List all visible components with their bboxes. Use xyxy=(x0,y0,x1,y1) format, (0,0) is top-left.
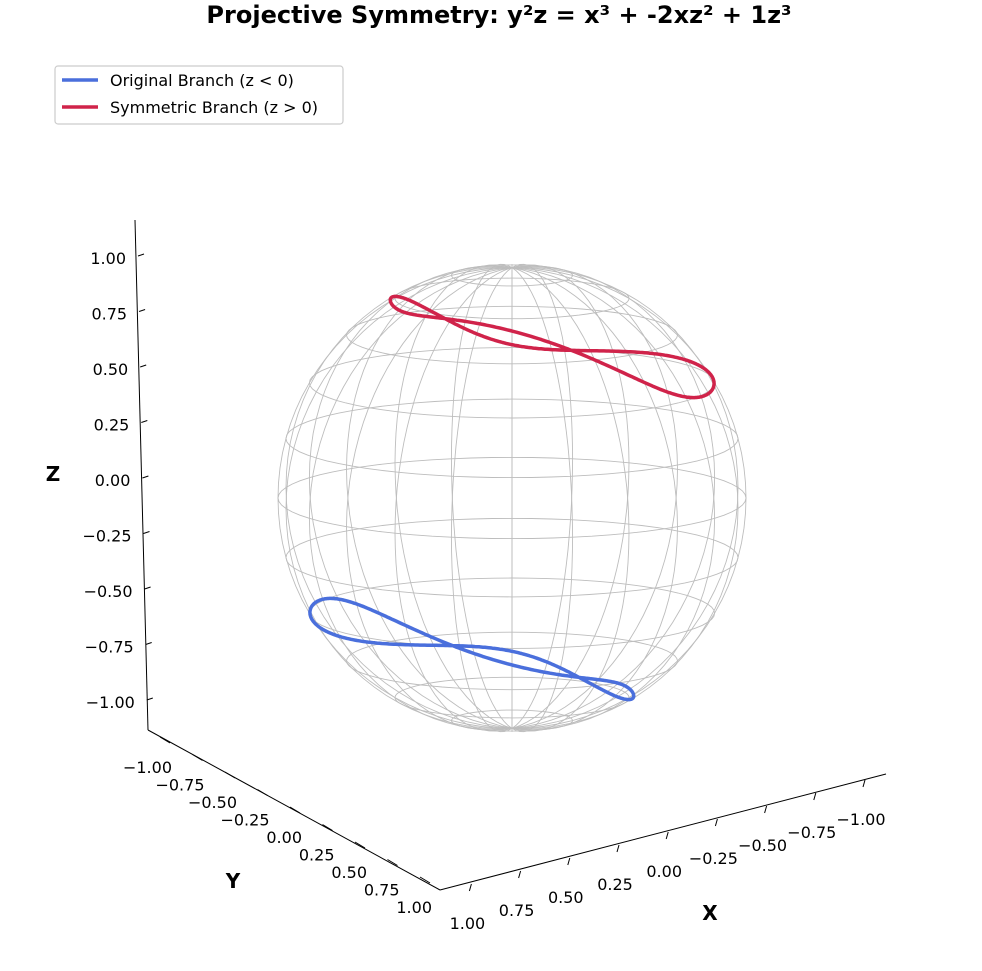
sphere-meridian-line xyxy=(346,267,513,731)
z-axis-tick-label: −1.00 xyxy=(86,693,135,712)
z-axis-tick-label: 1.00 xyxy=(90,249,126,268)
x-axis-tick-mark xyxy=(518,870,522,879)
z-axis-label: Z xyxy=(46,462,61,486)
x-axis-tick-mark xyxy=(567,857,571,866)
z-axis-tick-label: −0.25 xyxy=(82,527,131,546)
y-axis-tick-label: 0.00 xyxy=(266,828,302,847)
z-axis-tick-mark xyxy=(142,475,149,479)
y-axis-label: Y xyxy=(225,869,241,893)
x-axis-tick-label: 1.00 xyxy=(450,914,486,933)
y-axis-tick-mark xyxy=(322,824,333,831)
sphere-meridian-line xyxy=(285,267,513,730)
z-axis-tick-mark xyxy=(140,364,147,368)
x-axis-tick-mark xyxy=(764,805,768,814)
legend-label-symmetric: Symmetric Branch (z > 0) xyxy=(110,98,318,117)
x-axis-tick-label: −1.00 xyxy=(836,810,885,829)
legend: Original Branch (z < 0) Symmetric Branch… xyxy=(54,65,344,125)
sphere-meridian-line xyxy=(450,263,513,729)
sphere-meridian-line xyxy=(308,267,513,730)
x-axis-tick-label: −0.50 xyxy=(738,836,787,855)
x-axis-tick-mark xyxy=(813,792,817,801)
chart-title: Projective Symmetry: y²z = x³ + -2xz² + … xyxy=(206,1,791,29)
y-axis-tick-label: −1.00 xyxy=(123,758,172,777)
z-axis-tick-mark xyxy=(145,642,152,645)
y-axis-tick-label: 1.00 xyxy=(396,898,432,917)
x-axis-tick-label: 0.25 xyxy=(597,875,633,894)
y-axis-tick-label: −0.25 xyxy=(220,811,269,830)
sphere-meridian-line xyxy=(511,267,678,731)
x-axis-tick-mark xyxy=(714,818,718,827)
sphere-meridian-line xyxy=(511,267,574,733)
sphere-meridian-line xyxy=(511,267,716,730)
y-axis-tick-mark xyxy=(387,859,398,866)
sphere-meridian-line xyxy=(511,263,574,729)
legend-frame xyxy=(54,65,344,125)
x-axis-tick-mark xyxy=(616,844,620,853)
y-axis-tick-label: 0.25 xyxy=(299,846,335,865)
sphere-meridian-line xyxy=(450,267,513,733)
y-axis-tick-label: 0.50 xyxy=(331,863,367,882)
z-axis-line xyxy=(134,219,149,731)
sphere-meridian-line xyxy=(511,267,747,729)
sphere-meridian-line xyxy=(511,266,739,729)
z-axis-tick-label: 0.50 xyxy=(93,360,129,379)
legend-label-original: Original Branch (z < 0) xyxy=(110,71,294,90)
x-axis-tick-label: −0.25 xyxy=(689,849,738,868)
sphere-meridian-line xyxy=(511,266,716,729)
z-axis-tick-label: 0.25 xyxy=(94,416,130,435)
y-axis-tick-mark xyxy=(354,841,366,849)
z-axis-tick-mark xyxy=(137,253,145,257)
x-axis-tick-mark xyxy=(665,831,669,840)
x-axis-tick-label: −0.75 xyxy=(787,823,836,842)
sphere-meridian-line xyxy=(285,266,513,729)
sphere-meridian-line xyxy=(308,266,513,729)
y-axis-tick-mark xyxy=(159,736,171,744)
y-axis-tick-mark xyxy=(224,771,236,779)
sphere-meridian-line xyxy=(394,264,513,729)
y-axis-tick-label: −0.75 xyxy=(155,776,204,795)
x-axis-tick-label: 0.75 xyxy=(499,901,535,920)
x-axis-tick-mark xyxy=(862,779,866,788)
sphere-wireframe xyxy=(277,263,747,733)
z-axis-tick-label: −0.75 xyxy=(85,638,134,657)
z-axis-tick-label: 0.75 xyxy=(91,305,127,324)
x-axis-tick-label: 0.50 xyxy=(548,888,584,907)
sphere-meridian-line xyxy=(346,265,513,729)
x-axis-tick-mark xyxy=(468,883,472,892)
z-axis-tick-mark xyxy=(143,531,150,534)
z-axis-tick-mark xyxy=(146,697,153,701)
z-axis-tick-mark xyxy=(144,586,151,590)
z-axis-tick-mark xyxy=(138,309,146,312)
y-axis-tick-mark xyxy=(419,876,431,884)
y-axis-tick-mark xyxy=(192,754,203,761)
sphere-meridian-line xyxy=(277,267,513,729)
z-axis-tick-label: 0.00 xyxy=(95,471,131,490)
series-line-symmetric xyxy=(388,294,716,400)
sphere-meridian-line xyxy=(511,264,630,729)
x-axis-label: X xyxy=(702,901,718,925)
x-axis-line xyxy=(439,773,887,891)
axes-layer: 1.000.750.500.250.00−0.25−0.50−0.75−1.00… xyxy=(82,219,887,933)
curve-layer xyxy=(308,294,716,702)
y-axis-tick-mark xyxy=(289,806,301,814)
sphere-meridian-line xyxy=(511,267,739,730)
z-axis-tick-label: −0.50 xyxy=(84,582,133,601)
y-axis-tick-mark xyxy=(257,789,268,796)
z-axis-tick-mark xyxy=(141,420,148,423)
sphere-meridian-line xyxy=(511,267,630,732)
y-axis-tick-label: −0.50 xyxy=(188,793,237,812)
series-line-original xyxy=(308,596,636,702)
y-axis-tick-label: 0.75 xyxy=(364,881,400,900)
sphere-meridian-line xyxy=(394,267,513,732)
x-axis-tick-label: 0.00 xyxy=(646,862,682,881)
sphere-meridian-line xyxy=(511,265,678,729)
